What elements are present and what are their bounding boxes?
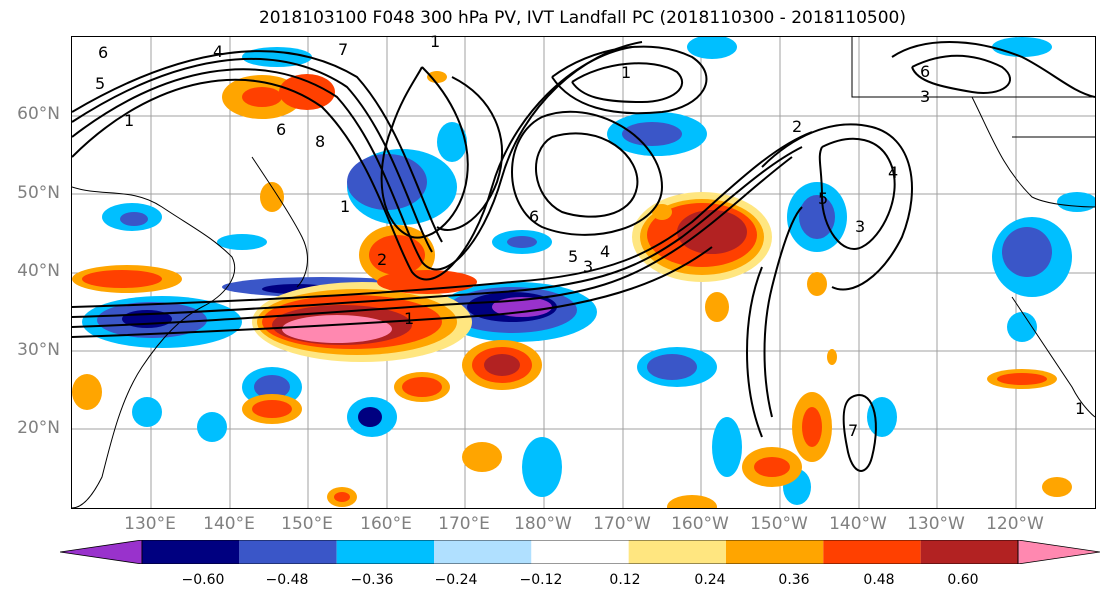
colorbar-tick-024: 0.24 [694,572,726,588]
colorbar-segment [336,540,434,564]
lon-label-140w: 140°W [829,514,887,534]
lon-label-160e: 160°E [360,514,412,534]
lon-label-150w: 150°W [750,514,808,534]
lat-label-60n: 60°N [17,104,60,124]
lat-label-50n: 50°N [17,183,60,203]
colorbar-tick-048: 0.48 [863,572,895,588]
colorbar-tick-m048: −0.48 [265,572,309,588]
lon-label-170e: 170°E [438,514,490,534]
lon-label-180w: 180°W [514,514,572,534]
lon-label-130e: 130°E [124,514,176,534]
lat-label-30n: 30°N [17,340,60,360]
colorbar-segment [726,540,824,564]
colorbar-segment [920,540,1018,564]
lon-label-130w: 130°W [907,514,965,534]
colorbar-tick-m060: −0.60 [181,572,225,588]
colorbar-segment [434,540,532,564]
lon-label-160w: 160°W [671,514,729,534]
coastlines [72,37,1095,508]
colorbar-extend-low [60,540,143,564]
colorbar-tick-m012: −0.12 [519,572,563,588]
lat-label-40n: 40°N [17,261,60,281]
lon-label-170w: 170°W [593,514,651,534]
map-panel [71,36,1096,509]
colorbar-tick-012: 0.12 [609,572,641,588]
colorbar-tick-036: 0.36 [778,572,810,588]
pv-contours [72,41,1095,472]
lat-label-20n: 20°N [17,418,60,438]
lon-label-140e: 140°E [203,514,255,534]
colorbar-segment [239,540,337,564]
colorbar-extend-high [1017,540,1100,564]
colorbar-segment [142,540,240,564]
colorbar-tick-m036: −0.36 [350,572,394,588]
colorbar-segment [628,540,726,564]
lon-label-150e: 150°E [281,514,333,534]
colorbar-segment [823,540,921,564]
colorbar-tick-m024: −0.24 [434,572,478,588]
colorbar-segment [531,540,629,564]
map-title: 2018103100 F048 300 hPa PV, IVT Landfall… [258,8,906,28]
colorbar-tick-060: 0.60 [947,572,979,588]
lon-label-120w: 120°W [986,514,1044,534]
colorbar [60,540,1100,564]
map-plot [72,37,1095,508]
